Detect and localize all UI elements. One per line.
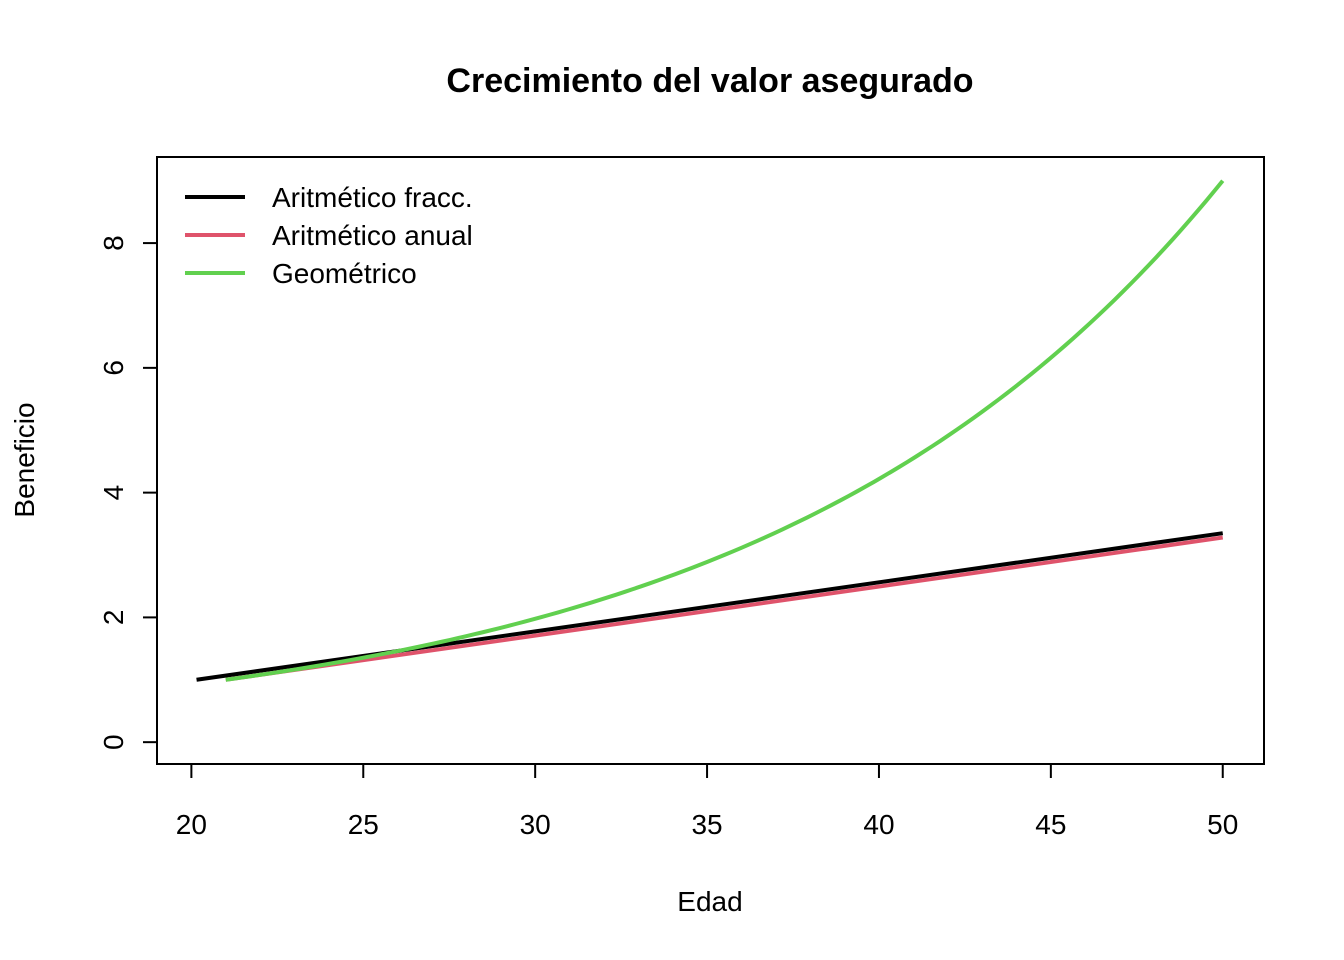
y-tick-label: 6 — [98, 360, 129, 376]
legend-label: Geométrico — [272, 258, 417, 289]
legend-label: Aritmético anual — [272, 220, 473, 251]
y-tick-label: 2 — [98, 610, 129, 626]
x-axis: 20 25 30 35 40 45 50 — [176, 763, 1238, 840]
series-line-3 — [225, 179, 1225, 682]
series-line-1 — [196, 531, 1224, 682]
x-tick-label: 35 — [691, 809, 722, 840]
x-tick-label: 45 — [1035, 809, 1066, 840]
x-tick-label: 30 — [520, 809, 551, 840]
chart-title: Crecimiento del valor asegurado — [446, 62, 973, 100]
x-tick-label: 25 — [348, 809, 379, 840]
x-axis-label: Edad — [677, 886, 742, 917]
x-tick-label: 50 — [1207, 809, 1238, 840]
legend-label: Aritmético fracc. — [272, 182, 473, 213]
y-axis-label: Beneficio — [9, 402, 40, 517]
series-line-2 — [225, 535, 1224, 682]
series-layer — [196, 179, 1225, 682]
x-tick-label: 40 — [863, 809, 894, 840]
x-tick-label: 20 — [176, 809, 207, 840]
y-tick-label: 4 — [98, 485, 129, 501]
legend: Aritmético fracc. Aritmético anual Geométr… — [185, 182, 473, 289]
y-tick-label: 0 — [98, 734, 129, 750]
y-axis: 0 2 4 6 8 — [98, 235, 158, 750]
y-tick-label: 8 — [98, 235, 129, 251]
